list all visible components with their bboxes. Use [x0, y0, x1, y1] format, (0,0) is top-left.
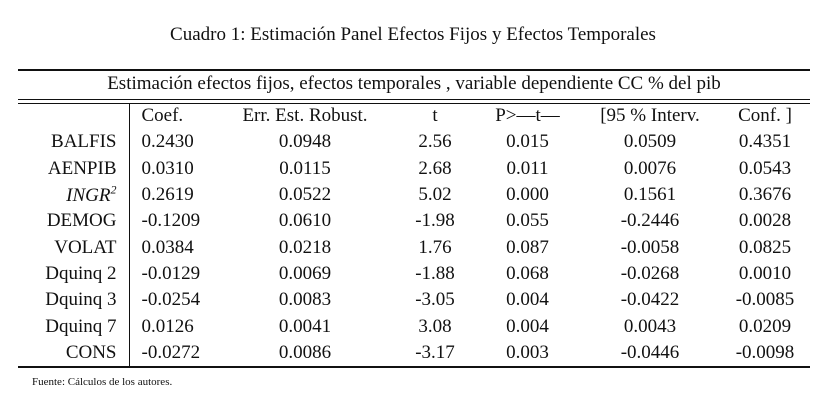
header-cell: Err. Est. Robust.	[242, 105, 368, 127]
value-cell: 0.011	[506, 157, 549, 179]
value-cell: 0.0209	[738, 315, 792, 337]
value-cell: 0.0041	[278, 315, 332, 337]
value-cell: 1.76	[418, 236, 452, 258]
row-label: VOLAT	[18, 234, 130, 261]
value-cell: 0.004	[506, 289, 549, 311]
value-cell: 3.08	[418, 315, 452, 337]
table-row: DEMOG -0.1209 0.0610 -1.98 0.055 -0.2446 0.002…	[18, 208, 810, 235]
row-label: CONS	[18, 339, 130, 366]
row-label: INGR2	[18, 181, 130, 209]
value-cell: -0.0268	[620, 262, 680, 284]
header-cell	[18, 103, 130, 130]
table-row: CONS -0.0272 0.0086 -3.17 0.003 -0.0446 -0.009…	[18, 339, 810, 366]
value-cell: 0.0825	[738, 236, 792, 258]
value-cell: -0.0129	[141, 262, 201, 284]
value-cell: 0.0384	[141, 236, 194, 258]
value-cell: 0.0126	[141, 315, 194, 337]
value-cell: 0.015	[506, 131, 549, 153]
value-cell: -0.0085	[735, 289, 795, 311]
value-cell: 0.0948	[278, 131, 332, 153]
double-rule-upper	[18, 99, 810, 101]
value-cell: 0.0310	[141, 157, 194, 179]
value-cell: 0.0086	[278, 341, 332, 363]
superscript: 2	[110, 182, 117, 197]
table-subtitle: Estimación efectos fijos, efectos tempor…	[107, 73, 721, 94]
double-rule-lower	[18, 102, 810, 104]
row-label: Dquinq 7	[18, 313, 130, 340]
table-row: INGR2 0.2619 0.0522 5.02 0.000 0.1561 0.3676	[18, 181, 810, 209]
value-cell: 0.3676	[738, 184, 792, 206]
value-cell: -0.0422	[620, 289, 680, 311]
value-cell: 0.087	[506, 236, 549, 258]
value-cell: -0.0272	[141, 341, 201, 363]
footnote: Fuente: Cálculos de los autores.	[32, 376, 173, 388]
value-cell: 0.0069	[278, 262, 332, 284]
value-cell: 0.0076	[623, 157, 677, 179]
value-cell: 5.02	[418, 184, 452, 206]
value-cell: 2.56	[418, 131, 452, 153]
header-cell: t	[432, 105, 438, 127]
table-row: Dquinq 2 -0.0129 0.0069 -1.88 0.068 -0.0268 0.…	[18, 260, 810, 288]
value-cell: 0.0543	[738, 157, 792, 179]
value-cell: 2.68	[418, 157, 452, 179]
row-label: DEMOG	[18, 208, 130, 235]
value-cell: 0.0509	[623, 131, 677, 153]
row-label-text: INGR	[66, 185, 111, 207]
value-cell: 0.0043	[623, 315, 677, 337]
value-cell: 0.2430	[141, 131, 194, 153]
header-cell: P>—t—	[495, 105, 560, 127]
value-cell: 0.4351	[738, 131, 792, 153]
value-cell: 0.2619	[141, 184, 194, 206]
row-label: BALFIS	[18, 129, 130, 156]
value-cell: -0.0254	[141, 289, 201, 311]
row-label: Dquinq 2	[18, 260, 130, 288]
value-cell: 0.1561	[623, 184, 677, 206]
value-cell: 0.003	[506, 341, 549, 363]
value-cell: 0.0610	[278, 210, 332, 232]
value-cell: 0.0010	[738, 262, 792, 284]
value-cell: -3.05	[415, 289, 455, 311]
row-label: Dquinq 3	[18, 287, 130, 314]
header-row: Coef. Err. Est. Robust. t P>—t— [95 % In…	[18, 103, 810, 130]
value-cell: 0.0115	[279, 157, 331, 179]
value-cell: 0.0028	[738, 210, 792, 232]
value-cell: 0.000	[506, 184, 549, 206]
value-cell: -0.0446	[620, 341, 680, 363]
table-row: Dquinq 7 0.0126 0.0041 3.08 0.004 0.0043 0.020…	[18, 313, 810, 340]
value-cell: 0.0522	[278, 184, 332, 206]
header-cell: Conf. ]	[738, 105, 792, 127]
row-label: AENPIB	[18, 155, 130, 182]
bottom-rule	[18, 366, 810, 368]
table-row: VOLAT 0.0384 0.0218 1.76 0.087 -0.0058 0.0825	[18, 234, 810, 261]
header-cell: [95 % Interv.	[600, 105, 700, 127]
value-cell: -0.0098	[735, 341, 795, 363]
header-cell: Coef.	[141, 105, 184, 127]
value-cell: -0.0058	[620, 236, 680, 258]
value-cell: -0.2446	[620, 210, 680, 232]
value-cell: 0.068	[506, 262, 549, 284]
value-cell: -0.1209	[141, 210, 201, 232]
value-cell: 0.055	[506, 210, 549, 232]
table-row: AENPIB 0.0310 0.0115 2.68 0.011 0.0076 0.0543	[18, 155, 810, 182]
value-cell: 0.0218	[278, 236, 332, 258]
table-caption: Cuadro 1: Estimación Panel Efectos Fijos…	[170, 24, 656, 45]
table-row: BALFIS 0.2430 0.0948 2.56 0.015 0.0509 0.4351	[18, 129, 810, 156]
value-cell: 0.0083	[278, 289, 332, 311]
value-cell: -1.88	[415, 262, 455, 284]
top-rule	[18, 69, 810, 71]
value-cell: -1.98	[415, 210, 455, 232]
value-cell: -3.17	[415, 341, 455, 363]
results-table: Coef. Err. Est. Robust. t P>—t— [95 % In…	[18, 103, 811, 366]
table-row: Dquinq 3 -0.0254 0.0083 -3.05 0.004 -0.0422 -0…	[18, 287, 810, 314]
value-cell: 0.004	[506, 315, 549, 337]
